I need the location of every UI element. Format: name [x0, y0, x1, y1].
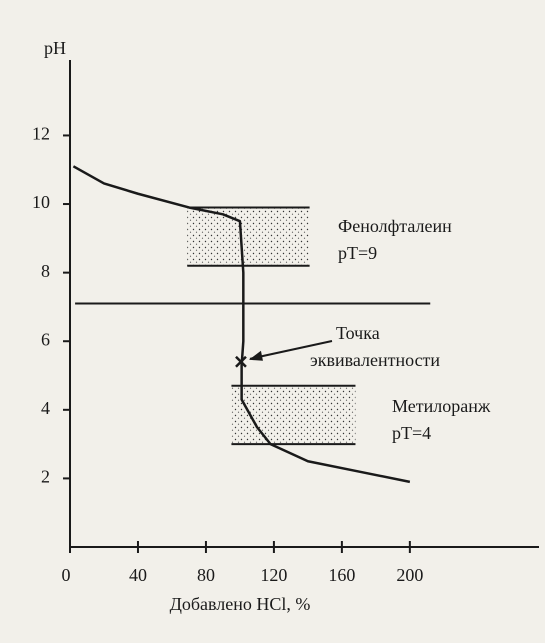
band-label: pT=4: [392, 423, 431, 443]
x-tick-label: 160: [328, 565, 355, 585]
y-axis-label: pH: [44, 38, 66, 58]
y-tick-label: 12: [32, 124, 50, 144]
indicator-band: [231, 385, 356, 445]
y-tick-label: 4: [41, 398, 50, 418]
x-tick-label: 200: [396, 565, 423, 585]
equivalence-marker: [235, 355, 247, 368]
band-label: Метилоранж: [392, 396, 491, 416]
y-tick-label: 8: [41, 261, 50, 281]
y-tick-label: 6: [41, 329, 50, 349]
x-axis-label: Добавлено HCl, %: [170, 594, 311, 614]
arrow-head: [248, 350, 263, 361]
titration-curve: [72, 165, 411, 484]
y-tick-label: 2: [41, 467, 50, 487]
x-tick-label: 80: [197, 565, 215, 585]
indicator-band: [187, 207, 310, 266]
y-tick-label: 10: [32, 192, 50, 212]
x-tick-label: 0: [62, 565, 71, 585]
band-label: Фенолфталеин: [338, 216, 452, 236]
x-tick-label: 120: [260, 565, 287, 585]
annotation-arrow: [249, 340, 333, 360]
annotation-label: эквивалентности: [310, 350, 440, 370]
annotation-label: Точка: [336, 323, 380, 343]
x-tick-label: 40: [129, 565, 147, 585]
band-label: pT=9: [338, 243, 377, 263]
